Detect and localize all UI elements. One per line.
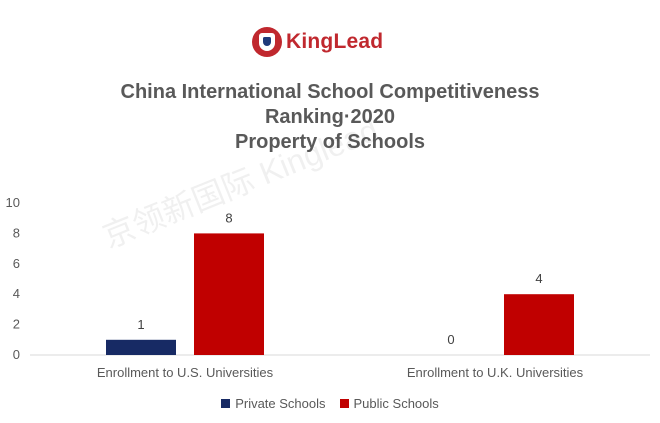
bar: [106, 339, 176, 355]
legend-label: Public Schools: [353, 396, 439, 411]
y-tick-label: 2: [13, 317, 20, 332]
logo-text: KingLead: [286, 30, 384, 53]
data-label: 8: [225, 210, 232, 225]
chart-legend: Private Schools Public Schools: [0, 396, 660, 411]
kinglead-shield-icon: [252, 27, 282, 57]
chart-title: China International School Competitivene…: [0, 80, 660, 155]
bar: [504, 294, 574, 355]
chart-title-line-2: Ranking·2020: [264, 106, 396, 128]
x-category-label: Enrollment to U.S. Universities: [97, 365, 274, 380]
chart-title-line-1: China International School Competitivene…: [120, 81, 540, 103]
y-tick-label: 0: [13, 347, 20, 362]
y-tick-label: 6: [13, 256, 20, 271]
x-category-label: Enrollment to U.K. Universities: [407, 365, 584, 380]
legend-label: Private Schools: [235, 396, 326, 411]
chart-title-line-3: Property of Schools: [234, 131, 426, 153]
legend-swatch: [339, 399, 349, 408]
y-tick-label: 4: [13, 286, 20, 301]
y-tick-label: 8: [13, 225, 20, 240]
bar: [194, 233, 264, 355]
legend-item: Private Schools: [221, 396, 326, 411]
legend-item: Public Schools: [339, 396, 439, 411]
data-label: 4: [535, 271, 542, 286]
kinglead-logo: KingLead: [252, 24, 383, 60]
legend-swatch: [221, 399, 231, 408]
data-label: 1: [137, 317, 144, 332]
data-label: 0: [447, 332, 454, 347]
y-tick-label: 10: [6, 195, 20, 210]
